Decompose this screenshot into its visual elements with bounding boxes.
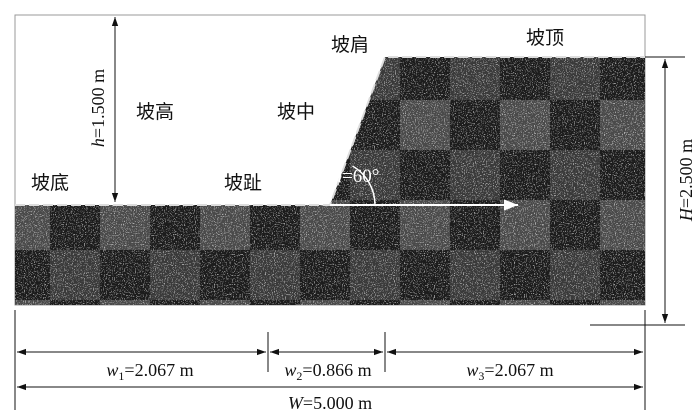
angle-arc xyxy=(352,165,376,206)
bottom-label: 坡底 xyxy=(31,172,69,194)
surface-edge xyxy=(15,56,645,206)
granular-soil xyxy=(15,57,645,305)
top-label: 坡顶 xyxy=(526,27,564,49)
crest-label: 坡肩 xyxy=(331,34,369,56)
middle-label: 坡中 xyxy=(277,101,315,123)
angle-label: a=60° xyxy=(333,166,380,187)
w2-label: w2=0.866 m xyxy=(284,360,371,383)
w1-label: w1=2.067 m xyxy=(106,360,193,383)
H-label: H=2.500 m xyxy=(676,139,696,222)
height-label: 坡高 xyxy=(136,101,174,123)
h-label: h=1.500 m xyxy=(88,69,108,147)
toe-label: 坡趾 xyxy=(224,172,262,194)
w3-label: w3=2.067 m xyxy=(466,360,553,383)
W-label: W=5.000 m xyxy=(288,393,372,413)
